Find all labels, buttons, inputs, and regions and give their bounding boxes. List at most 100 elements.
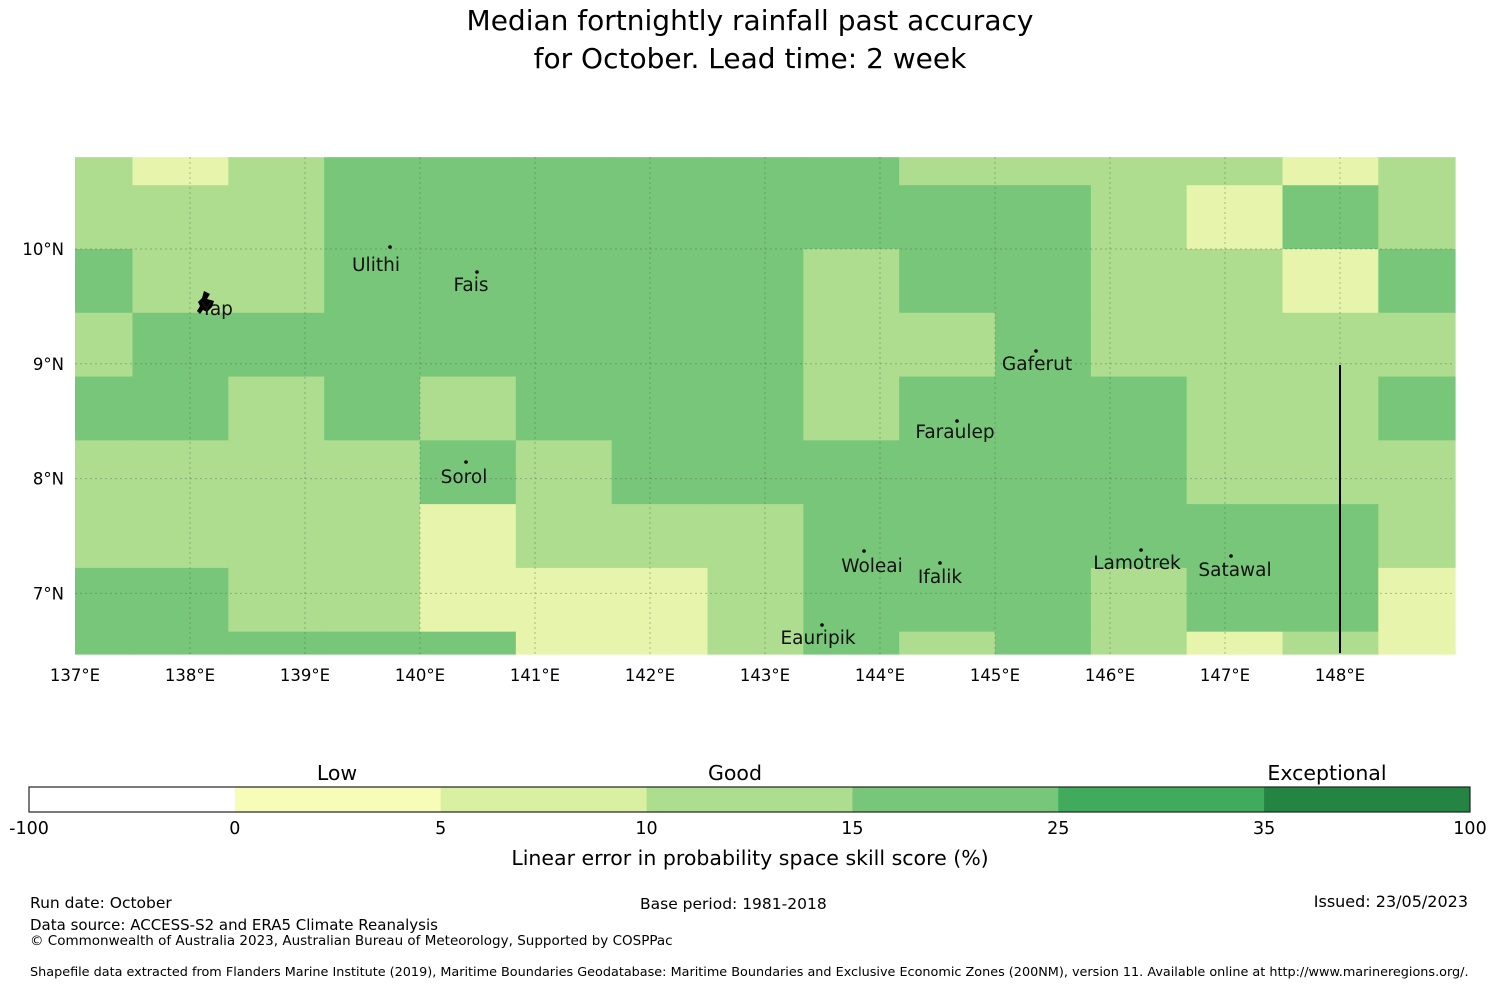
map-cell xyxy=(899,631,996,655)
map-cell xyxy=(1090,631,1188,655)
map-cell xyxy=(1282,376,1379,441)
map-cell xyxy=(611,567,709,633)
map-cell xyxy=(707,312,804,378)
island-label-ulithi: Ulithi xyxy=(352,255,400,276)
map-cell xyxy=(611,249,709,314)
run-date-text: Run date: October xyxy=(30,894,172,912)
map-cell xyxy=(324,440,421,505)
map-cell xyxy=(132,185,229,250)
map-cell xyxy=(1090,312,1188,378)
map-cell xyxy=(515,504,613,569)
map-cell xyxy=(324,631,421,655)
x-tick-label: 143°E xyxy=(740,666,790,685)
island-label-eauripik: Eauripik xyxy=(780,628,855,649)
map-cell xyxy=(1090,567,1188,633)
x-tick-label: 145°E xyxy=(970,666,1020,685)
map-cell xyxy=(995,440,1092,505)
map-cell xyxy=(132,157,229,186)
map-cell xyxy=(611,631,709,655)
map-cell xyxy=(1282,631,1379,655)
colorbar-tick-label: 35 xyxy=(1253,819,1275,839)
map-cell xyxy=(1378,157,1456,186)
map-cell xyxy=(707,567,804,633)
axis-ticks-layer: 137°E 138°E 139°E 140°E 141°E 142°E 143°E 144°E… xyxy=(22,240,1365,685)
island-dot-faraulep xyxy=(955,419,959,423)
map-cell xyxy=(611,157,709,186)
map-cell xyxy=(1090,376,1188,441)
map-cell xyxy=(1378,312,1456,378)
colorbar-segment xyxy=(234,787,442,812)
island-dot-satawal xyxy=(1229,554,1233,558)
x-tick-label: 139°E xyxy=(280,666,330,685)
map-cell xyxy=(324,185,421,250)
island-dot-lamotrek xyxy=(1139,548,1143,552)
map-cell xyxy=(132,567,229,633)
map-cell xyxy=(132,376,229,441)
map-cell xyxy=(707,376,804,441)
map-cell xyxy=(228,504,325,569)
map-cell xyxy=(324,312,421,378)
map-cell xyxy=(611,504,709,569)
map-cell xyxy=(995,631,1092,655)
chart-title-line1: Median fortnightly rainfall past accurac… xyxy=(466,4,1034,37)
map-cell xyxy=(899,504,996,569)
map-cell xyxy=(611,440,709,505)
map-cell xyxy=(995,185,1092,250)
y-tick-label: 8°N xyxy=(33,470,64,489)
map-cell xyxy=(228,631,325,655)
map-cell xyxy=(1378,185,1456,250)
map-cell xyxy=(75,185,134,250)
x-tick-label: 140°E xyxy=(395,666,445,685)
map-cell xyxy=(420,440,517,505)
map-cell xyxy=(611,376,709,441)
map-cell xyxy=(1090,249,1188,314)
map-cell xyxy=(324,157,421,186)
map-cell xyxy=(75,312,134,378)
y-tick-label: 7°N xyxy=(33,584,64,603)
map-cell xyxy=(1282,440,1379,505)
map-cell xyxy=(228,185,325,250)
y-tick-label: 10°N xyxy=(22,240,64,259)
map-cell xyxy=(324,249,421,314)
map-cell xyxy=(515,631,613,655)
map-cell xyxy=(707,157,804,186)
map-cell xyxy=(1378,440,1456,505)
map-cell xyxy=(1282,157,1379,186)
map-cell xyxy=(1186,376,1284,441)
map-cell xyxy=(515,567,613,633)
island-dot-ifalik xyxy=(938,561,942,565)
map-cell xyxy=(899,440,996,505)
map-cell xyxy=(420,567,517,633)
map-cell xyxy=(75,440,134,505)
map-cell xyxy=(899,249,996,314)
map-cell xyxy=(132,440,229,505)
map-cell xyxy=(995,249,1092,314)
colorbar-tick-label: 25 xyxy=(1047,819,1069,839)
map-cell xyxy=(899,157,996,186)
island-label-yap: Yap xyxy=(200,299,233,320)
map-cell xyxy=(228,440,325,505)
map-cell xyxy=(1378,567,1456,633)
map-cell xyxy=(324,567,421,633)
map-cell xyxy=(803,440,900,505)
y-tick-label: 9°N xyxy=(33,355,64,374)
map-cell xyxy=(132,504,229,569)
map-cell xyxy=(1090,157,1188,186)
map-cell xyxy=(1090,440,1188,505)
map-cell xyxy=(707,504,804,569)
colorbar-region-label: Exceptional xyxy=(1267,761,1386,785)
x-tick-label: 138°E xyxy=(165,666,215,685)
colorbar-segment xyxy=(29,787,236,812)
map-cell xyxy=(75,157,134,186)
colorbar-tick-label: 100 xyxy=(1453,819,1486,839)
shapefile-note: Shapefile data extracted from Flanders M… xyxy=(30,965,1469,980)
island-label-fais: Fais xyxy=(453,275,488,296)
x-tick-label: 148°E xyxy=(1315,666,1365,685)
island-label-faraulep: Faraulep xyxy=(915,422,994,443)
map-cell xyxy=(1378,249,1456,314)
map-cell xyxy=(75,249,134,314)
colorbar-outline xyxy=(28,786,1471,813)
map-cell xyxy=(995,376,1092,441)
